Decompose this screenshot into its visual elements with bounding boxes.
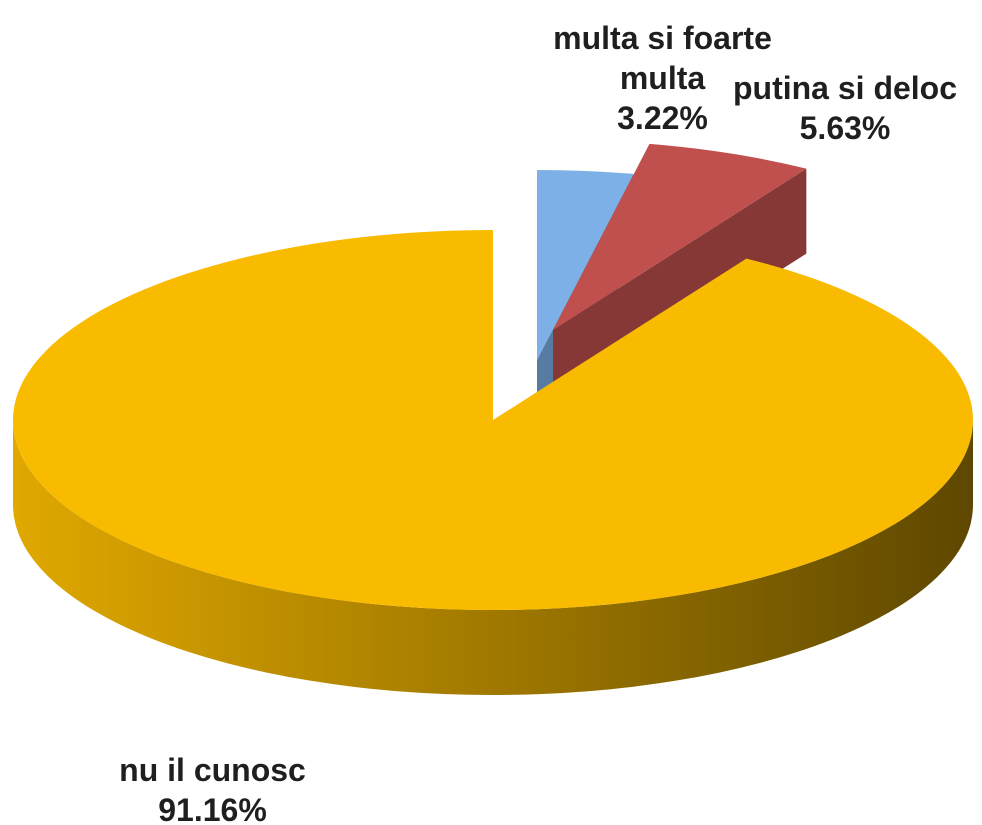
slice-side (13, 420, 973, 695)
value-label: 3.22% (617, 100, 708, 136)
value-label: 5.63% (799, 110, 891, 146)
slice-label: multa si foarte multa (553, 20, 772, 96)
slice-label: nu il cunosc (119, 752, 306, 788)
slice (537, 170, 634, 360)
slice (13, 230, 973, 611)
value-label: 91.16% (158, 792, 267, 825)
slice (553, 143, 807, 330)
slice-label: putina si deloc (732, 70, 958, 106)
